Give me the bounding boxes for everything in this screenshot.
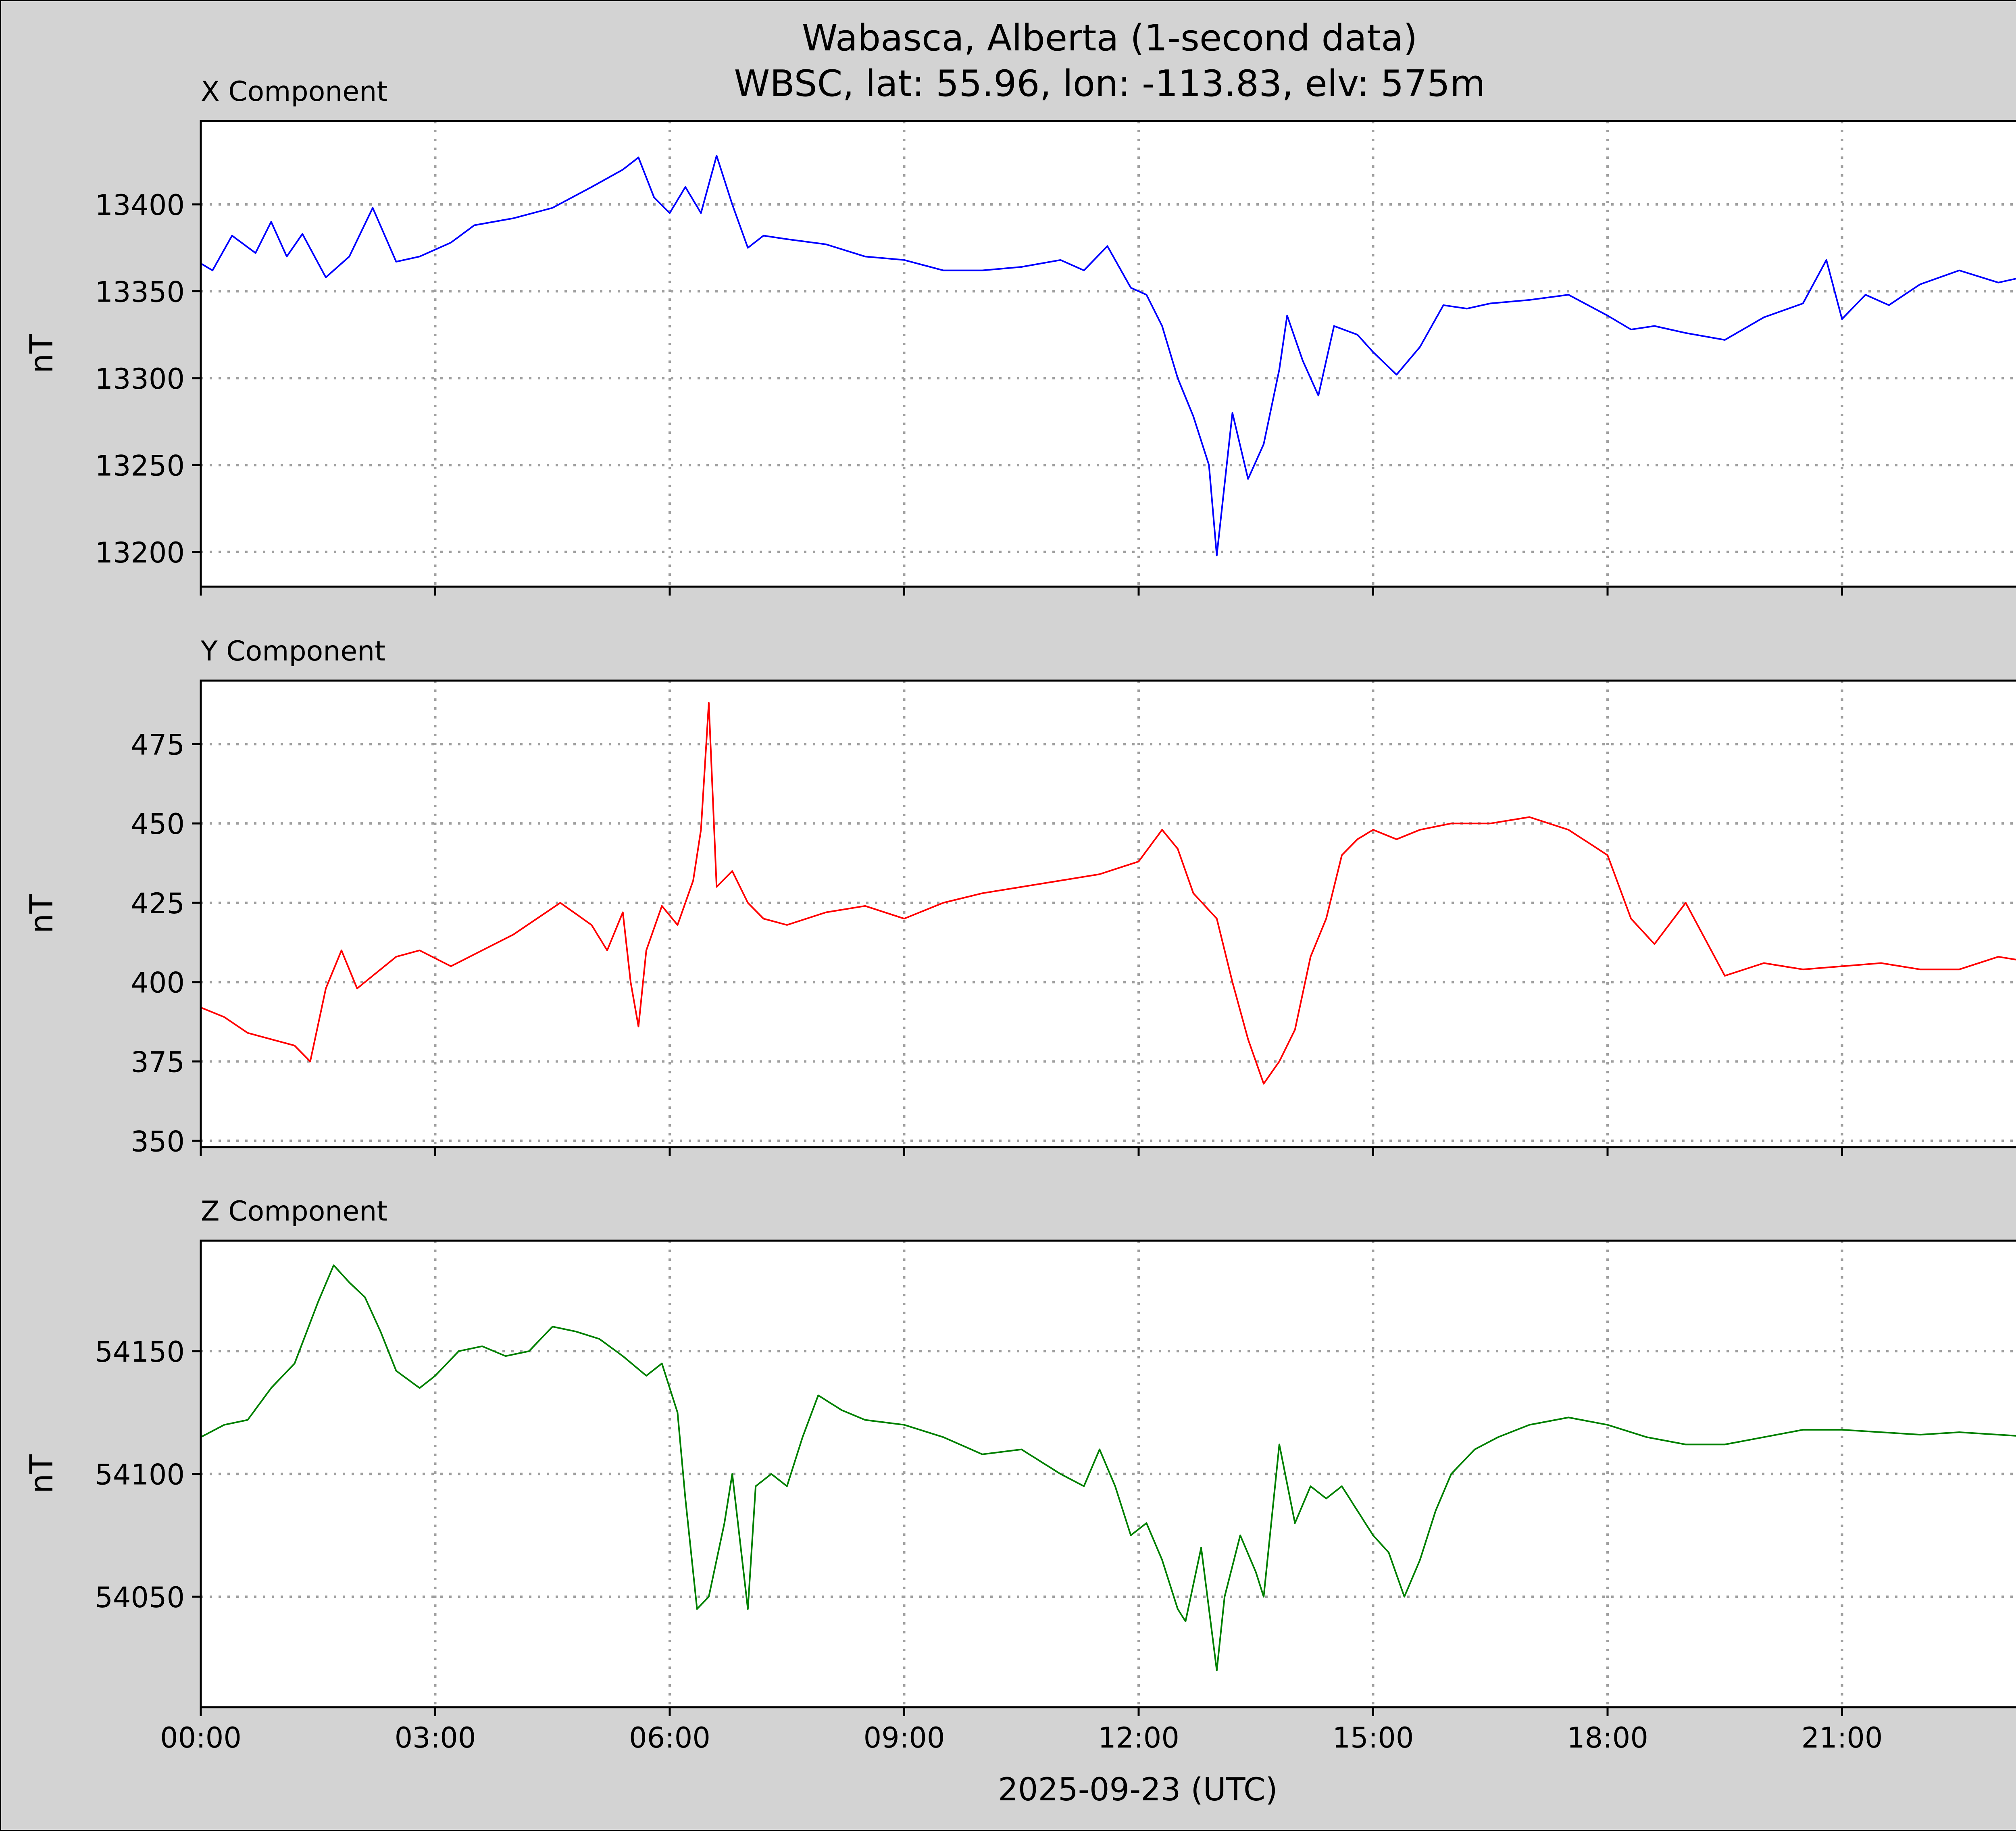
y-tick-label: 13350 <box>95 275 185 308</box>
y-tick-label: 13200 <box>95 536 185 569</box>
y-tick-label: 425 <box>131 887 185 920</box>
y-tick-label: 13400 <box>95 189 185 222</box>
plot-frame <box>200 120 2016 588</box>
y-tick-label: 375 <box>131 1046 185 1079</box>
panel-y-component: 350 375 400 425 450 475 Y Component nT <box>24 635 2016 1158</box>
y-tick-label: 13250 <box>95 449 185 482</box>
panel-x-component: 13200 13250 13300 13350 13400 X Component nT <box>24 76 2016 596</box>
panel-title: Z Component <box>201 1196 387 1227</box>
y-tick-label: 54050 <box>95 1581 185 1614</box>
series-line <box>200 702 2016 1085</box>
x-tick-label: 15:00 <box>1333 1721 1414 1754</box>
y-tick-label: 450 <box>131 808 185 841</box>
x-tick-label: 06:00 <box>629 1721 710 1754</box>
series-line <box>200 155 2016 556</box>
x-tick-label: 09:00 <box>864 1721 945 1754</box>
y-tick-label: 475 <box>131 728 185 761</box>
y-axis-label: nT <box>24 334 60 373</box>
plot-area <box>201 1241 2016 1707</box>
x-tick-label: 03:00 <box>395 1721 476 1754</box>
y-tick-label: 350 <box>131 1125 185 1158</box>
plot-frame <box>200 679 2016 1148</box>
y-axis-label: nT <box>24 1454 60 1494</box>
x-tick-label: 12:00 <box>1098 1721 1179 1754</box>
y-tick-label: 13300 <box>95 362 185 396</box>
panel-z-component: 00:00 03:00 06:00 09:00 12:00 15:00 18:00 21:00… <box>24 1196 2016 1754</box>
series-line <box>200 1264 2016 1671</box>
x-tick-label: 00:00 <box>160 1721 242 1754</box>
figure-title-line2: WBSC, lat: 55.96, lon: -113.83, elv: 575… <box>734 62 1485 105</box>
figure-title-line1: Wabasca, Alberta (1-second data) <box>802 17 1418 59</box>
plot-frame <box>200 1239 2016 1708</box>
y-tick-label: 54150 <box>95 1335 185 1369</box>
y-axis-label: nT <box>24 894 60 933</box>
x-axis-label: 2025-09-23 (UTC) <box>998 1772 1278 1808</box>
x-tick-label: 18:00 <box>1567 1721 1648 1754</box>
y-tick-label: 400 <box>131 967 185 1000</box>
panel-title: Y Component <box>200 635 385 667</box>
y-tick-label: 54100 <box>95 1458 185 1491</box>
plot-area <box>201 681 2016 1147</box>
x-tick-label: 21:00 <box>1801 1721 1883 1754</box>
panel-title: X Component <box>201 76 387 108</box>
plot-area <box>201 121 2016 587</box>
